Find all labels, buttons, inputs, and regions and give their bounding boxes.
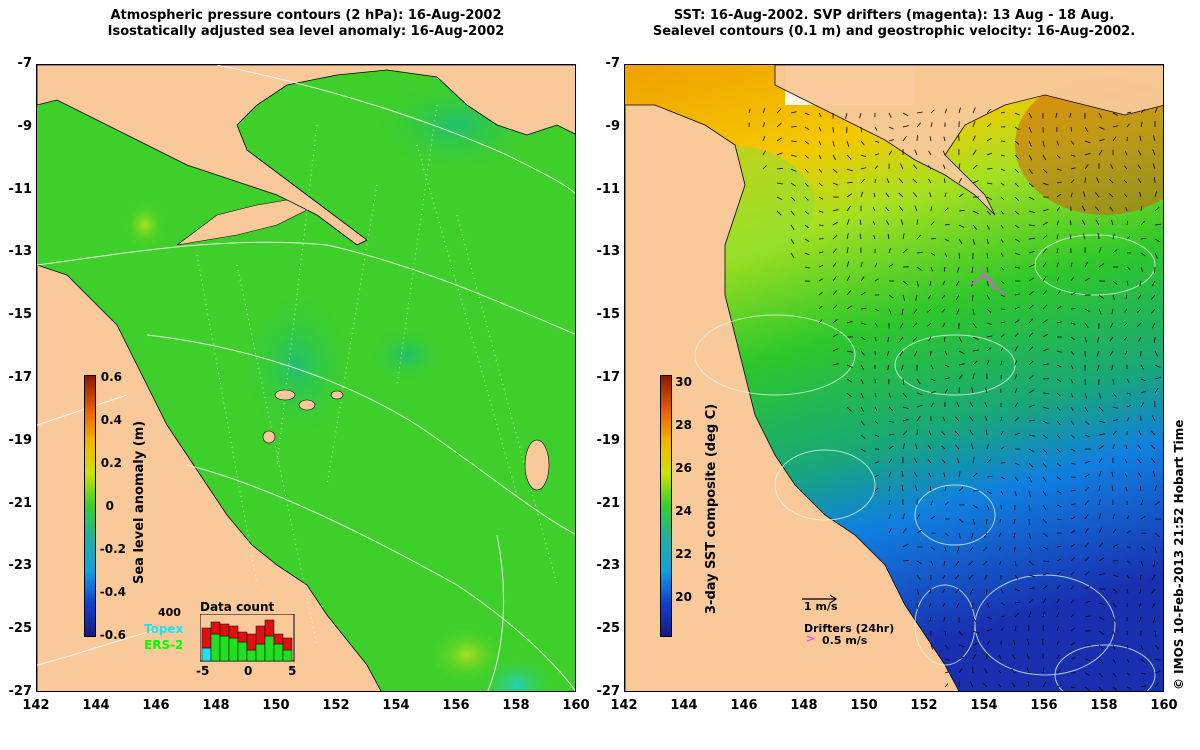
- y-tick-right: -9: [605, 118, 620, 134]
- y-tick-right: -17: [596, 370, 621, 385]
- x-tick-right: 158: [1090, 698, 1118, 713]
- left-cbar-tick: 0.2: [100, 456, 122, 470]
- y-tick-right: -21: [596, 495, 621, 511]
- right-title-line1: SST: 16-Aug-2002. SVP drifters (magenta)…: [673, 8, 1115, 23]
- velocity-scale-arrow: [802, 594, 838, 604]
- x-tick-right: 152: [910, 698, 938, 713]
- left-colorbar-label: Sea level anomaly (m): [132, 420, 147, 584]
- y-tick-right: -23: [596, 558, 621, 574]
- inset-legend-ers2: ERS-2: [144, 638, 184, 652]
- x-tick-right: 148: [790, 698, 818, 713]
- velocity-scale-label: 1 m/s: [804, 600, 838, 613]
- x-tick-left: 154: [382, 698, 410, 713]
- x-tick-left: 148: [202, 698, 230, 713]
- sea-level-anomaly-map: [37, 65, 575, 691]
- right-cbar-tick: 28: [675, 418, 692, 432]
- y-tick-left: -11: [8, 181, 33, 197]
- data-count-chart: [200, 614, 295, 662]
- left-cbar-tick: 0: [105, 499, 114, 513]
- png-land: [774, 65, 1163, 216]
- right-cbar-tick: 30: [675, 375, 692, 389]
- right-title-line2: Sealevel contours (0.1 m) and geostrophi…: [652, 24, 1136, 39]
- drifters-marker-icon: >: [806, 632, 816, 645]
- y-tick-left: -13: [8, 244, 33, 260]
- left-colorbar: [84, 375, 96, 637]
- right-cbar-tick: 24: [675, 504, 692, 518]
- right-colorbar: [660, 375, 672, 637]
- y-tick-left: -15: [8, 307, 33, 323]
- inset-title: Data count: [200, 600, 275, 614]
- y-tick-right: -27: [596, 684, 621, 699]
- y-tick-right: -13: [596, 244, 621, 260]
- sst-map: [625, 65, 1163, 691]
- x-tick-left: 158: [502, 698, 530, 713]
- right-cbar-tick: 22: [675, 547, 692, 561]
- inset-xtick: -5: [196, 664, 210, 678]
- y-tick-left: -9: [17, 118, 32, 134]
- x-tick-right: 160: [1150, 698, 1178, 713]
- y-tick-right: -7: [605, 56, 620, 71]
- y-tick-left: -23: [8, 558, 33, 574]
- x-tick-left: 150: [262, 698, 290, 713]
- x-tick-left: 146: [142, 698, 170, 713]
- left-cbar-tick: 0.4: [100, 413, 122, 427]
- australia-land: [37, 264, 382, 691]
- drifters-scale: 0.5 m/s: [822, 634, 868, 647]
- x-tick-left: 152: [322, 698, 350, 713]
- left-cbar-tick: 0.6: [100, 370, 122, 384]
- right-map-panel: [624, 64, 1164, 692]
- y-tick-right: -15: [596, 307, 621, 323]
- right-cbar-tick: 20: [675, 590, 692, 604]
- left-cbar-tick: -0.4: [99, 585, 126, 599]
- y-tick-left: -21: [8, 495, 33, 511]
- drifters-label: Drifters (24hr): [804, 622, 895, 635]
- inset-legend-topex: Topex: [144, 622, 184, 636]
- left-cbar-tick: -0.2: [99, 542, 126, 556]
- credit-text: © IMOS 10-Feb-2013 21:52 Hobart Time: [1172, 419, 1186, 690]
- x-tick-right: 154: [970, 698, 998, 713]
- y-tick-left: -27: [8, 684, 33, 699]
- x-tick-right: 142: [610, 698, 638, 713]
- inset-xtick: 5: [288, 664, 297, 678]
- inset-xtick: 0: [244, 664, 253, 678]
- right-cbar-tick: 26: [675, 461, 692, 475]
- x-tick-right: 146: [730, 698, 758, 713]
- png-land: [37, 65, 575, 246]
- y-tick-right: -25: [596, 621, 621, 637]
- y-tick-left: -7: [17, 56, 32, 71]
- y-tick-right: -19: [596, 432, 621, 448]
- x-tick-right: 150: [850, 698, 878, 713]
- left-title-line2: Isostatically adjusted sea level anomaly…: [107, 24, 505, 39]
- australia-land: [625, 104, 960, 691]
- left-title-line1: Atmospheric pressure contours (2 hPa): 1…: [110, 8, 502, 23]
- x-tick-left: 144: [82, 698, 110, 713]
- right-colorbar-label: 3-day SST composite (deg C): [704, 403, 719, 614]
- y-tick-left: -17: [8, 370, 33, 385]
- y-tick-right: -11: [596, 181, 621, 197]
- inset-count-label: 400: [158, 606, 181, 619]
- x-tick-left: 156: [442, 698, 470, 713]
- x-tick-left: 160: [562, 698, 590, 713]
- y-tick-left: -25: [8, 621, 33, 637]
- x-tick-left: 142: [22, 698, 50, 713]
- x-tick-right: 144: [670, 698, 698, 713]
- left-cbar-tick: -0.6: [99, 628, 126, 642]
- left-map-panel: [36, 64, 576, 692]
- x-tick-right: 156: [1030, 698, 1058, 713]
- y-tick-left: -19: [8, 432, 33, 448]
